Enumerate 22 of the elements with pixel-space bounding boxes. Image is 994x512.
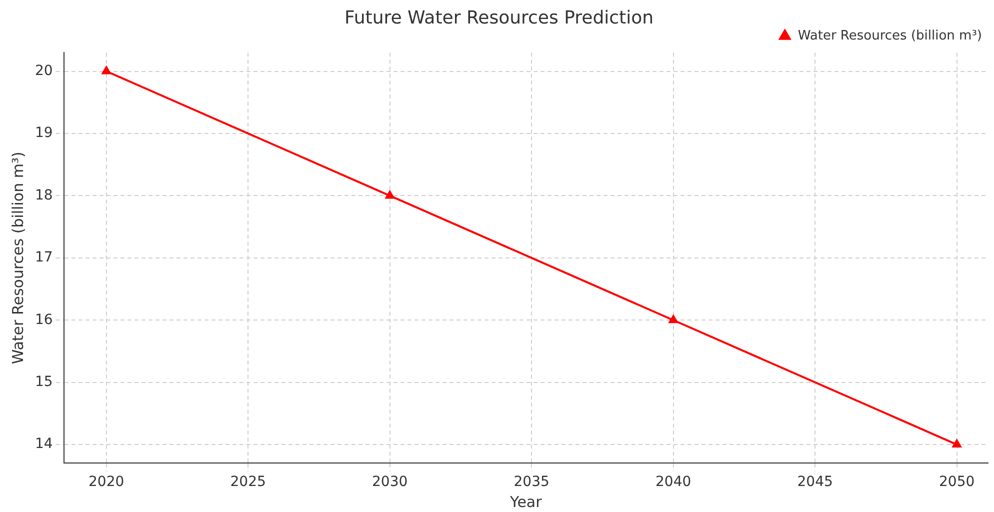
y-tick-label: 16 xyxy=(34,312,53,328)
y-tick-label: 20 xyxy=(34,62,53,79)
point xyxy=(668,315,678,324)
x-axis-title: Year xyxy=(509,492,543,511)
point xyxy=(102,66,111,74)
y-tick-label: 14 xyxy=(34,436,53,452)
y-tick-label: 15 xyxy=(34,374,53,390)
y-axis-title: Water Resources (billion m³) xyxy=(8,152,27,364)
x-tick-label: 2030 xyxy=(372,474,408,490)
x-tick-label: 2045 xyxy=(797,474,833,490)
y-tick-label: 19 xyxy=(34,125,53,142)
chart-title: Future Water Resources Prediction xyxy=(344,7,654,28)
x-tick-label: 2050 xyxy=(938,474,975,490)
y-tick-label: 17 xyxy=(34,250,53,266)
x-tick-label: 2035 xyxy=(514,474,550,490)
legend-label: Water Resources (billion m³) xyxy=(798,28,982,44)
point xyxy=(385,190,394,199)
x-tick-label: 2025 xyxy=(230,474,266,490)
y-tick-label: 18 xyxy=(34,187,53,204)
x-tick-label: 2020 xyxy=(88,474,124,490)
point xyxy=(952,440,962,448)
x-tick-label: 2040 xyxy=(656,474,692,490)
